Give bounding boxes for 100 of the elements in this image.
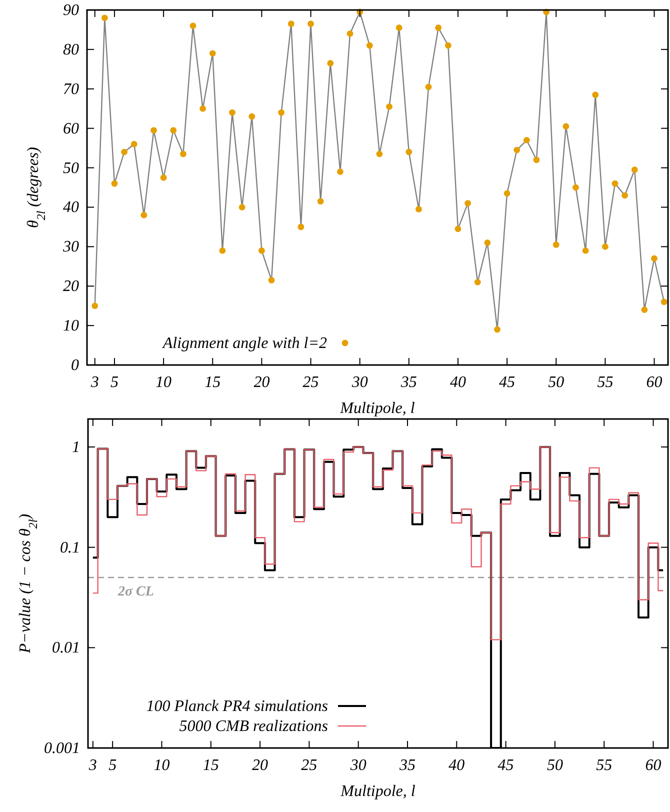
point [376, 150, 383, 158]
point [386, 103, 392, 110]
point [111, 180, 118, 187]
point [278, 109, 285, 116]
x-tick-label: 50 [546, 757, 563, 774]
point [631, 166, 638, 173]
x-tick-label: 60 [646, 374, 662, 391]
y-tick-label: 1 [72, 438, 80, 456]
x-tick-label: 45 [499, 374, 516, 391]
legend-label: 100 Planck PR4 simulations [146, 698, 328, 715]
point [200, 105, 206, 112]
x-tick-label: 30 [349, 757, 366, 774]
point [533, 156, 540, 164]
x-tick-label: 40 [448, 757, 465, 774]
x-tick-label: 60 [645, 757, 662, 774]
point [484, 240, 491, 246]
y-tick-label: 50 [63, 160, 79, 177]
legend-label: 5000 CMB realizations [179, 718, 328, 735]
y-tick-label: 80 [63, 41, 79, 58]
point [160, 174, 167, 181]
y-tick-label: 0.1 [60, 539, 80, 556]
point [552, 241, 560, 248]
x-tick-label: 15 [204, 374, 221, 391]
point [474, 278, 481, 286]
point [209, 50, 216, 57]
point [494, 326, 500, 333]
y-tick-label: 70 [63, 80, 79, 98]
x-tick-label: 55 [597, 374, 614, 391]
point [660, 298, 668, 306]
point [248, 113, 256, 120]
x-axis-title: Multipole, l [340, 783, 416, 800]
ref-line-label: 2σ CL [117, 584, 154, 600]
point [229, 109, 236, 116]
x-axis-title: Multipole, l [339, 400, 416, 417]
point [582, 247, 589, 254]
point [288, 20, 294, 28]
y-tick-label: 90 [63, 2, 79, 19]
y-tick-label: 30 [62, 238, 79, 256]
point [308, 20, 314, 28]
x-tick-label: 3 [88, 757, 97, 774]
x-tick-label: 50 [548, 374, 564, 391]
point [180, 150, 186, 158]
point [612, 180, 618, 187]
point [444, 42, 452, 49]
y-tick-label: 60 [63, 120, 79, 138]
point [416, 206, 422, 212]
y-tick-label: 40 [63, 199, 79, 216]
x-tick-label: 20 [254, 374, 270, 391]
point [337, 168, 344, 175]
point [366, 42, 373, 49]
x-tick-label: 25 [301, 757, 318, 774]
x-tick-label: 5 [108, 757, 117, 774]
point [327, 60, 334, 66]
point [406, 148, 412, 156]
point [130, 140, 138, 148]
y-tick-label: 0.01 [52, 640, 80, 657]
y-tick-label: 0.001 [44, 740, 80, 757]
point [622, 192, 628, 199]
point [396, 24, 402, 31]
point [170, 127, 177, 134]
x-tick-label: 35 [400, 374, 417, 391]
point [464, 200, 471, 206]
x-tick-label: 15 [202, 757, 219, 774]
point [346, 30, 354, 37]
point [219, 247, 226, 254]
y-tick-label: 0 [71, 357, 79, 374]
point [268, 276, 275, 284]
point [572, 184, 579, 191]
point [454, 226, 462, 232]
x-tick-label: 5 [110, 374, 118, 391]
point [298, 224, 304, 230]
point [101, 14, 108, 22]
x-tick-label: 20 [252, 757, 268, 774]
x-tick-label: 10 [154, 757, 170, 774]
point [602, 243, 608, 250]
point [435, 24, 442, 31]
point [190, 22, 196, 29]
y-tick-label: 20 [63, 278, 79, 296]
x-tick-label: 45 [498, 757, 514, 774]
point [504, 190, 510, 197]
point [238, 204, 246, 210]
point [258, 247, 265, 254]
point [514, 146, 520, 154]
point [150, 127, 157, 134]
point [121, 148, 128, 156]
point [92, 302, 98, 310]
point [641, 306, 648, 313]
point [317, 198, 324, 205]
x-tick-label: 10 [156, 374, 172, 391]
legend-label: Alignment angle with l=2 [162, 335, 327, 352]
point [592, 92, 599, 98]
y-tick-label: 10 [63, 318, 79, 335]
x-tick-label: 30 [350, 374, 368, 391]
point [425, 84, 432, 90]
x-tick-label: 55 [596, 757, 612, 774]
point [651, 255, 658, 262]
point [562, 123, 570, 130]
point [523, 136, 530, 144]
x-tick-label: 35 [398, 757, 416, 774]
x-tick-label: 3 [90, 374, 99, 391]
